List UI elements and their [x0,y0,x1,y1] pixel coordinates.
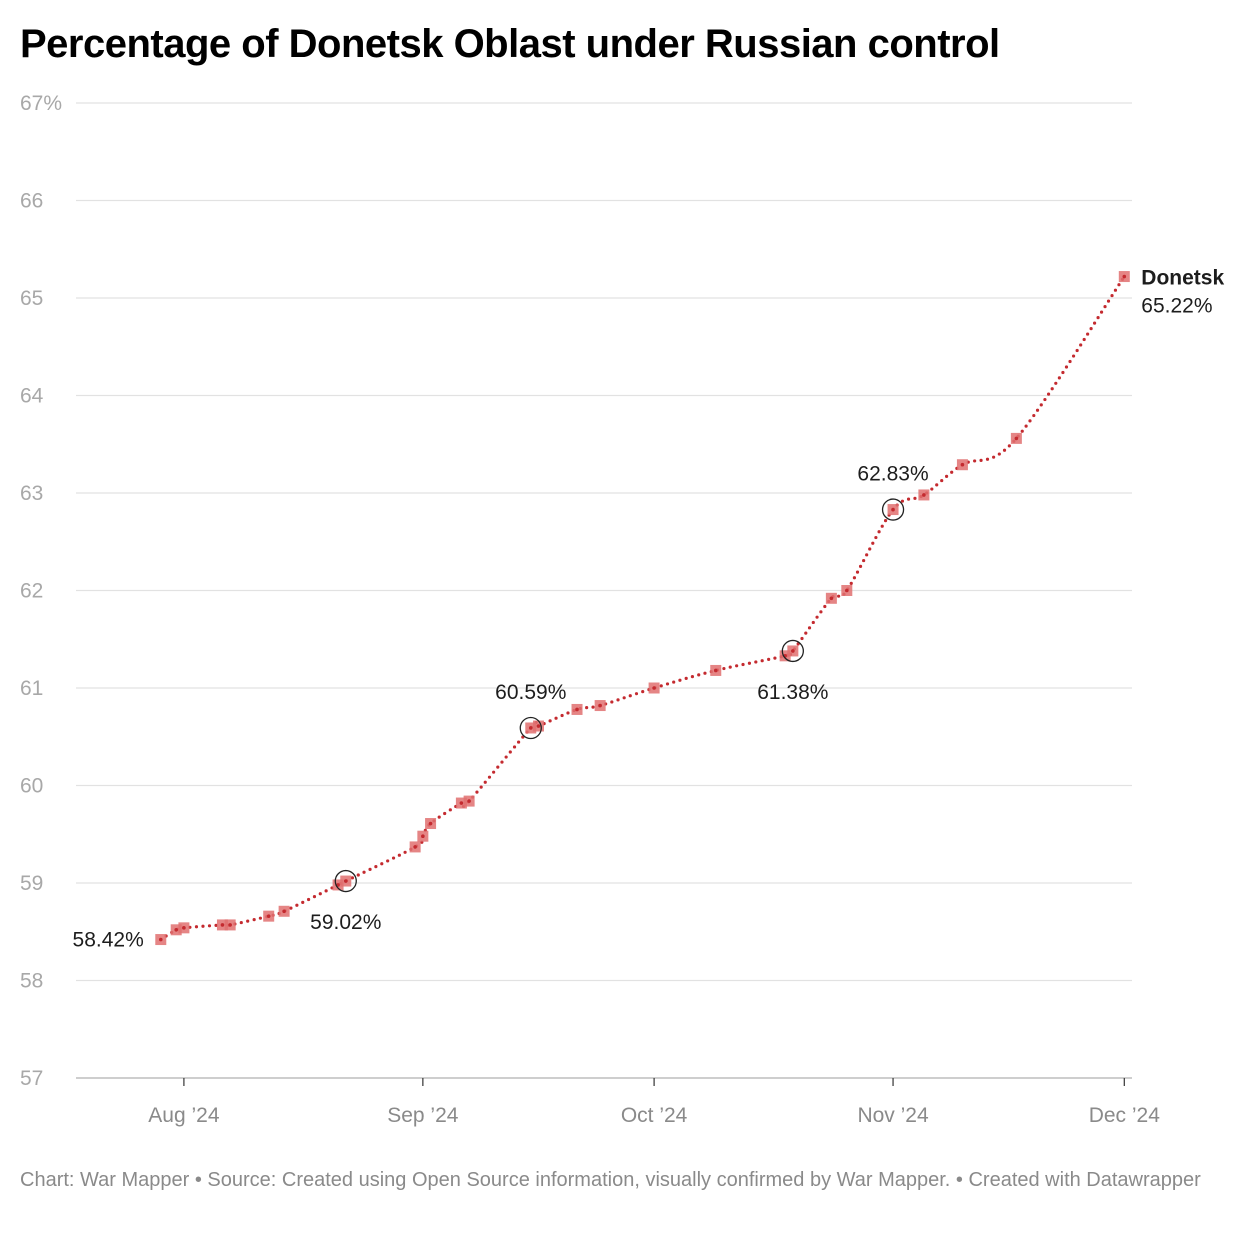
data-point-center [528,726,533,730]
series-line [159,274,1126,942]
y-axis-ticks: 57 58 59 60 61 62 63 64 65 66 67% [20,92,62,1090]
annotation-label: 58.42% [73,929,144,952]
gridlines [76,102,1132,1079]
data-point-center [158,937,163,942]
data-point-center [467,799,471,803]
chart-footer: Chart: War Mapper • Source: Created usin… [20,1169,1201,1191]
data-point-center [891,507,895,512]
x-axis-ticks: Aug ’24 Sep ’24 Oct ’24 Nov ’24 Dec ’24 [148,1078,1160,1127]
annotation-label: 60.59% [495,681,566,704]
y-tick-label: 63 [20,482,43,505]
annotation-circle [781,639,804,663]
data-point-center [413,845,417,849]
data-point-center [182,926,186,930]
y-tick-label: 65 [20,287,43,310]
y-tick-label: 64 [20,385,44,408]
data-point-center [845,588,849,593]
data-point-center [598,703,602,708]
y-tick-label: 67% [20,92,62,115]
x-tick-label: Oct ’24 [621,1104,688,1127]
y-tick-label: 62 [20,580,43,603]
data-point-center [421,834,425,838]
y-tick-label: 58 [20,970,43,993]
y-tick-label: 59 [20,872,43,895]
data-point-center [220,923,225,927]
data-point-center [791,649,795,653]
data-point-center [282,909,286,914]
data-point-center [428,821,433,826]
x-tick-label: Sep ’24 [387,1104,459,1127]
data-point-center [1014,436,1019,441]
line-chart: 57 58 59 60 61 62 63 64 65 66 67% Aug ’24 Sep ’24 Oc… [20,92,1224,1127]
x-tick-label: Dec ’24 [1089,1104,1161,1127]
annotation-label: 61.38% [757,681,828,704]
data-point-center [536,724,541,728]
annotation-label: 62.83% [857,463,928,486]
series-line-donetsk [159,274,1126,942]
x-tick-label: Nov ’24 [857,1104,929,1127]
data-point-center [713,668,718,673]
data-point-center [459,801,464,805]
series-markers [155,271,1130,946]
data-point-center [336,883,340,887]
data-point-center [575,707,579,712]
data-point-center [343,879,348,883]
series-name-label: Donetsk [1141,267,1224,290]
y-tick-label: 66 [20,190,43,213]
y-tick-label: 57 [20,1067,43,1090]
y-tick-label: 60 [20,775,43,798]
series-end-label: Donetsk 65.22% [1141,267,1224,318]
annotation-circle [334,869,357,893]
y-tick-label: 61 [20,677,43,700]
data-point-center [174,928,179,932]
annotations: 58.42% 59.02% 60.59% 61.38% 62.83% [73,463,929,952]
data-point-center [266,914,271,918]
data-point-center [228,923,232,927]
data-point-center [1122,274,1127,279]
series-end-value-label: 65.22% [1141,295,1212,318]
annotation-circle [881,498,905,521]
annotation-label: 59.02% [310,911,381,934]
chart-title: Percentage of Donetsk Oblast under Russi… [20,22,1000,66]
data-point-center [922,493,926,497]
data-point-center [960,462,965,467]
data-point-center [652,686,656,690]
x-tick-label: Aug ’24 [148,1104,220,1127]
annotation-circle [519,716,542,740]
data-point-center [829,596,834,601]
